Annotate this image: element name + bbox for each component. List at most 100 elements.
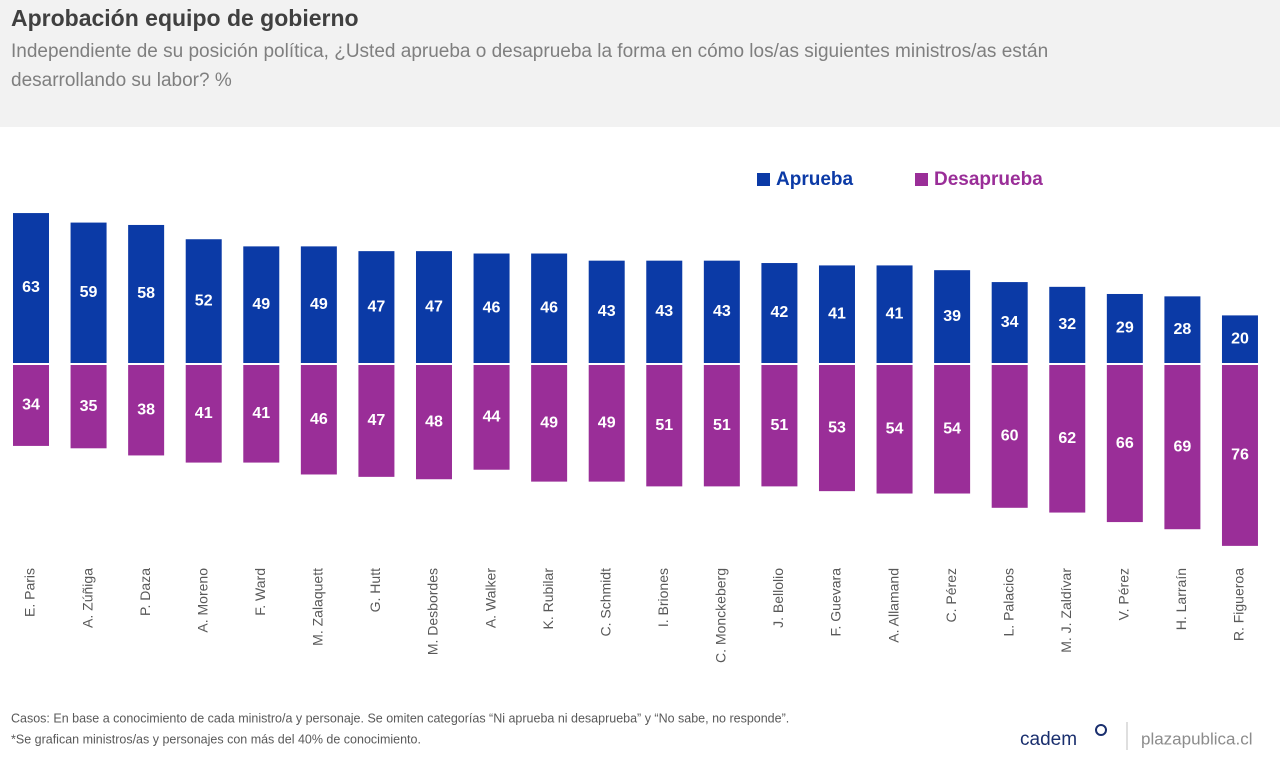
x-tick-label: I. Briones [655,568,671,627]
subtitle: Independiente de su posición política, ¿… [11,41,1048,62]
data-label: 43 [713,303,731,320]
bar [128,224,165,363]
bar [876,365,913,494]
bar [415,251,452,363]
data-label: 52 [195,292,213,309]
bar [1221,365,1258,546]
data-label: 54 [886,420,904,437]
subtitle: desarrollando su labor? % [11,70,232,91]
data-label: 48 [425,413,443,430]
bar [1049,286,1086,363]
bar [358,365,395,477]
bar [13,365,49,446]
bar [991,282,1028,363]
legend-swatch [757,173,770,186]
bar [531,365,568,482]
x-tick-label: L. Palacios [1000,568,1016,636]
bar [818,265,855,363]
data-label: 49 [310,296,328,313]
data-label: 47 [425,298,443,315]
x-tick-label: V. Pérez [1116,568,1132,620]
data-label: 41 [828,305,846,322]
x-tick-label: A. Allamand [885,568,901,643]
bar [646,365,683,487]
data-label: 41 [252,405,270,422]
x-tick-label: A. Zúñiga [79,568,95,628]
data-label: 66 [1116,435,1134,452]
data-label: 28 [1174,321,1192,338]
data-label: 34 [1001,314,1019,331]
bar [300,365,337,475]
data-label: 46 [483,299,501,316]
x-tick-label: C. Monckeberg [713,568,729,663]
data-label: 34 [22,397,40,414]
data-label: 43 [655,303,673,320]
data-label: 62 [1058,430,1076,447]
data-label: 49 [540,415,558,432]
bar [1221,315,1258,363]
bar [588,365,625,482]
bar [473,365,510,470]
bar [70,365,107,449]
x-tick-label: A. Walker [482,568,498,628]
bar [531,253,568,363]
x-tick-label: C. Pérez [943,568,959,622]
data-label: 58 [137,285,155,302]
data-label: 49 [598,415,616,432]
bar [761,365,798,487]
footnote: Casos: En base a conocimiento de cada mi… [11,711,789,725]
legend-label: Desaprueba [934,169,1043,190]
data-label: 53 [828,419,846,436]
bar [876,265,913,363]
data-label: 43 [598,303,616,320]
legend-swatch [915,173,928,186]
bar [934,365,971,494]
data-label: 49 [252,296,270,313]
brand-logo: cadem [1020,729,1077,750]
bar [243,365,280,463]
x-tick-label: K. Rubilar [540,568,556,630]
bar [70,222,107,363]
bar [934,270,971,363]
bar [1106,293,1143,363]
bar [358,251,395,363]
bar [703,260,740,363]
data-label: 47 [368,298,386,315]
bar [13,213,49,363]
data-label: 51 [655,417,673,434]
data-label: 47 [368,412,386,429]
bar [415,365,452,480]
bar [703,365,740,487]
data-label: 63 [22,279,40,296]
data-label: 32 [1058,316,1076,333]
bar [1164,296,1201,363]
data-label: 51 [771,417,789,434]
data-label: 46 [540,299,558,316]
header-band [0,0,1280,127]
data-label: 44 [483,409,501,426]
bar [588,260,625,363]
x-tick-label: E. Paris [22,568,38,617]
bar [991,365,1028,508]
data-label: 20 [1231,330,1249,347]
x-tick-label: P. Daza [137,568,153,616]
bar [185,239,222,363]
x-tick-label: A. Moreno [194,568,210,633]
data-label: 69 [1174,438,1192,455]
bar [1049,365,1086,513]
chart-title: Aprobación equipo de gobierno [11,5,359,31]
data-label: 59 [80,284,98,301]
bar [1106,365,1143,523]
x-tick-label: J. Bellolio [770,568,786,628]
data-label: 41 [886,305,904,322]
data-label: 29 [1116,320,1134,337]
bar [300,246,337,363]
bar [1164,365,1201,530]
bar [646,260,683,363]
bar [761,263,798,363]
data-label: 39 [943,308,961,325]
bar [818,365,855,492]
x-tick-label: C. Schmidt [597,568,613,637]
data-label: 42 [771,304,789,321]
